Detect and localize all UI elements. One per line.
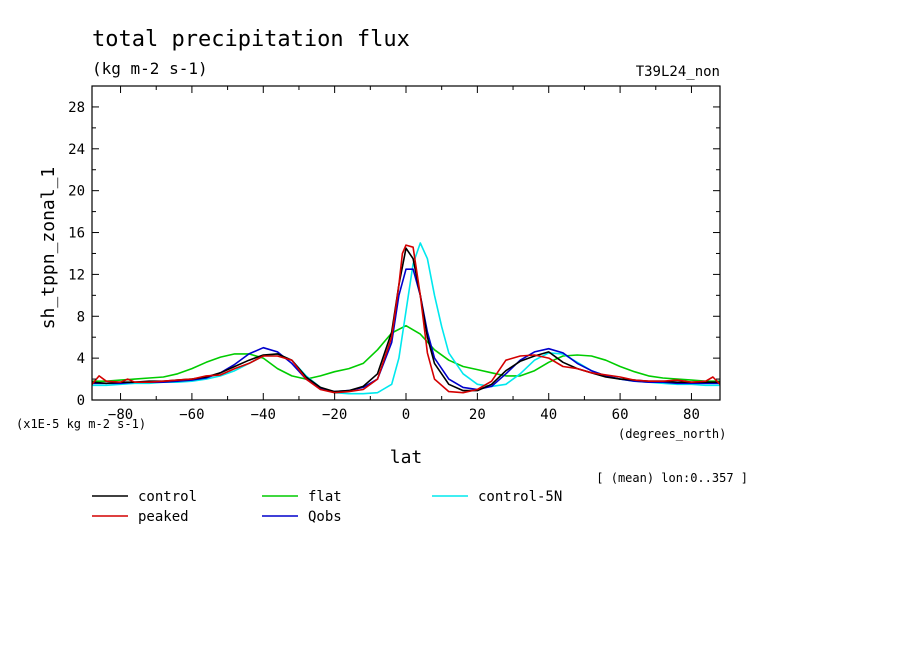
- y-tick-label: 8: [77, 309, 85, 325]
- y-tick-label: 28: [68, 100, 85, 116]
- y-tick-label: 20: [68, 184, 85, 200]
- legend: control peaked flat Qobs control-5N: [92, 489, 562, 525]
- x-axis-ticks: −80 −60 −40 −20 0 20 40 60 80: [108, 86, 700, 423]
- x-tick-label: 0: [402, 407, 410, 423]
- y-axis-label: sh_tppn_zonal_1: [38, 167, 59, 330]
- legend-label-peaked: peaked: [138, 509, 189, 525]
- series-line-control: [91, 247, 720, 393]
- y-tick-label: 16: [68, 226, 85, 242]
- x-tick-label: −80: [108, 407, 133, 423]
- x-tick-label: 20: [469, 407, 486, 423]
- footnote: [ (mean) lon:0..357 ]: [596, 471, 748, 485]
- y-tick-label: 24: [68, 142, 85, 158]
- x-axis-label: lat: [390, 447, 423, 468]
- chart-subtitle: (kg m-2 s-1): [92, 59, 208, 78]
- series-line-peaked: [91, 244, 721, 394]
- x-tick-label: −60: [179, 407, 204, 423]
- chart-title: total precipitation flux: [92, 27, 410, 52]
- y-scale-label: (x1E-5 kg m-2 s-1): [16, 417, 146, 431]
- series-line-flat: [92, 324, 720, 383]
- y-tick-label: 0: [77, 393, 85, 409]
- x-tick-label: −20: [322, 407, 347, 423]
- plot-lines: [91, 242, 721, 395]
- legend-label-control: control: [138, 489, 197, 505]
- y-tick-label: 4: [77, 351, 85, 367]
- x-axis-units: (degrees_north): [618, 427, 726, 441]
- x-tick-label: −40: [251, 407, 276, 423]
- x-tick-label: 40: [540, 407, 557, 423]
- legend-label-control-5n: control-5N: [478, 489, 562, 505]
- y-tick-label: 12: [68, 267, 85, 283]
- legend-label-qobs: Qobs: [308, 509, 342, 525]
- series-line-qobs: [92, 268, 720, 393]
- x-tick-label: 60: [612, 407, 629, 423]
- y-axis-ticks: 0 4 8 12 16 20 24 28: [68, 85, 720, 409]
- run-label: T39L24_non: [636, 64, 720, 80]
- plot-frame: [91, 85, 721, 401]
- legend-label-flat: flat: [308, 489, 342, 505]
- x-tick-label: 80: [683, 407, 700, 423]
